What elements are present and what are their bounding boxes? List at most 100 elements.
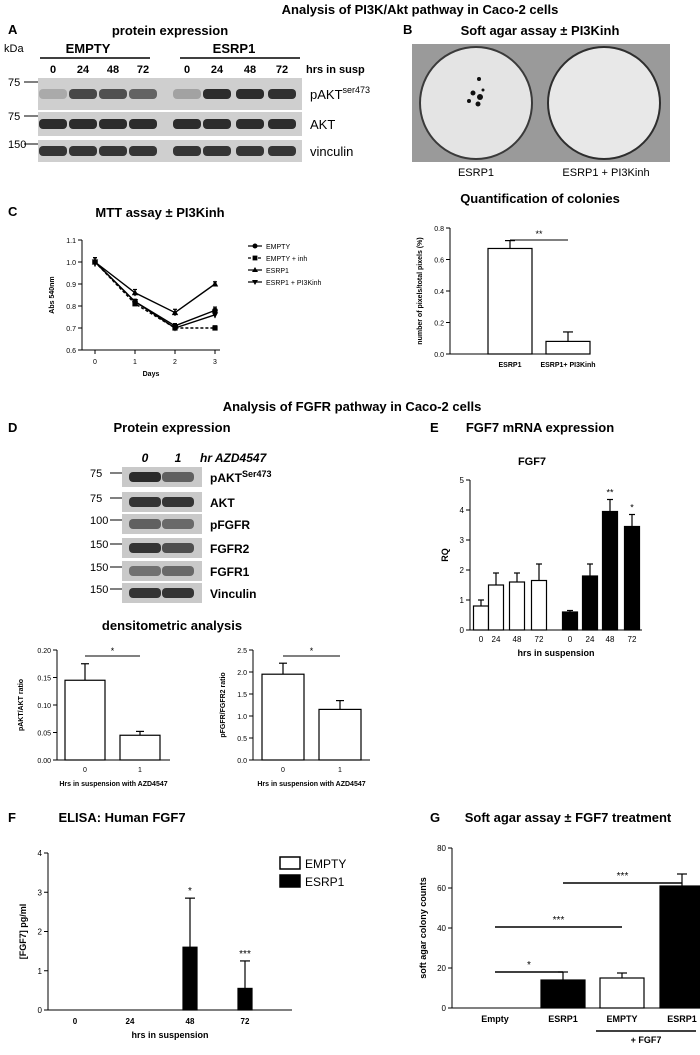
panel-b-letter: B: [403, 22, 412, 37]
x-tick-label: 0: [93, 359, 97, 366]
blot-row-label: Vinculin: [210, 587, 256, 601]
western-blot-d: 75 pAKTSer473 75 AKT 100 pFGFR 150 FGFR2 150 FGFR…: [90, 467, 272, 603]
quant-title: Quantification of colonies: [460, 191, 620, 206]
x-tick-label: ESRP1: [499, 362, 522, 369]
figure-title-mid: Analysis of FGFR pathway in Caco-2 cells: [223, 399, 482, 414]
y-tick-label: 0.10: [37, 703, 51, 710]
densito-title: densitometric analysis: [102, 618, 242, 633]
x-tick-label: 0: [568, 635, 573, 644]
well-label-esrp1: ESRP1: [458, 167, 494, 179]
data-point: [171, 309, 179, 316]
panel-f-title: ELISA: Human FGF7: [58, 810, 185, 825]
x-tick-label: 1: [133, 359, 137, 366]
bar: [599, 977, 645, 1009]
bar: [64, 679, 106, 761]
mw-marker: 75: [8, 77, 20, 89]
x-axis-label: Hrs in suspension with AZD4547: [59, 781, 167, 788]
blot-band: [129, 566, 161, 576]
blot-band: [129, 472, 161, 482]
mw-marker: 150: [90, 562, 108, 574]
blot-band: [236, 146, 264, 156]
panel-d-lane-labels: 0 1 hr AZD4547: [142, 451, 268, 465]
y-tick-label: 0.0: [237, 758, 247, 765]
mw-marker: 150: [90, 539, 108, 551]
x-tick-label: 0: [479, 635, 484, 644]
x-axis-label: hrs in suspension: [517, 648, 594, 658]
blot-row-label: AKT: [310, 117, 335, 132]
mtt-chart: 0.6 0.7 0.8 0.9 1.0 1.1 Abs 540nm Days 0 1 2 3 EMPTY…: [49, 238, 322, 378]
bar: [508, 581, 526, 631]
y-tick-label: 2.5: [237, 648, 247, 655]
series-line: [94, 261, 215, 329]
legend-marker: [252, 255, 258, 261]
lane-label: 1: [175, 451, 182, 465]
panel-a: A protein expression kDa EMPTY ESRP1 0 24…: [4, 22, 370, 162]
x-tick-label: 72: [535, 635, 544, 644]
panel-d-title: Protein expression: [113, 420, 230, 435]
x-tick-label: 72: [241, 1017, 250, 1026]
y-tick-label: 4: [460, 506, 465, 515]
group-esrp1-label: ESRP1: [213, 41, 256, 56]
lane-unit-label: hr AZD4547: [200, 451, 268, 465]
fgf7-mrna-chart: FGF7 0 1 2 3 4 5 RQ hrs in suspension 0 24 48 72 0 24 4…: [440, 456, 642, 658]
timepoint-label: 48: [244, 64, 256, 76]
y-tick-label: 0.2: [434, 321, 444, 328]
significance-marker: ***: [617, 871, 629, 882]
blot-band: [162, 588, 194, 598]
x-tick-label: 24: [492, 635, 501, 644]
y-tick-label: 3: [38, 888, 43, 897]
legend-label: ESRP1: [305, 875, 345, 889]
timepoint-labels: 0 24 48 72 0 24 48 72: [50, 64, 288, 76]
blot-band: [162, 472, 194, 482]
y-axis-label: pFGFR/FGFR2 ratio: [220, 672, 227, 737]
x-tick-label: ESRP1+ PI3Kinh: [540, 362, 595, 369]
y-axis-label: Abs 540nm: [49, 276, 56, 313]
blot-row-label: pAKTser473: [310, 85, 370, 102]
series-line: [94, 261, 216, 329]
pakt-ratio-chart: 0.00 0.05 0.10 0.15 0.20 pAKT/AKT ratio Hrs in…: [18, 646, 170, 788]
bar: [561, 611, 579, 631]
blot-row-label: pFGFR: [210, 518, 250, 532]
blot-band: [69, 146, 97, 156]
y-tick-label: 4: [38, 849, 43, 858]
y-tick-label: 0: [460, 626, 465, 635]
bar: [623, 525, 641, 631]
blot-band: [268, 119, 296, 129]
blot-band: [162, 519, 194, 529]
data-point: [91, 259, 99, 266]
y-tick-label: 0.00: [37, 758, 51, 765]
data-point: [131, 289, 139, 296]
elisa-chart: 0 1 2 3 4 [FGF7] pg/ml hrs in suspension 0 24 48 7…: [18, 849, 346, 1040]
bar: [182, 946, 198, 1011]
x-tick-label: 48: [606, 635, 615, 644]
blot-band: [129, 89, 157, 99]
y-tick-label: 0.15: [37, 676, 51, 683]
blot-band: [268, 146, 296, 156]
panel-b: B Soft agar assay ± PI3Kinh ESRP1 ESRP1 …: [403, 22, 670, 179]
group-empty-label: EMPTY: [66, 41, 111, 56]
significance-marker: *: [630, 503, 634, 513]
panel-g-letter: G: [430, 810, 440, 825]
blot-band: [69, 119, 97, 129]
panel-c: C MTT assay ± PI3Kinh 0.6 0.7 0.8 0.9 1.0 1.1…: [8, 204, 322, 378]
blot-band: [129, 519, 161, 529]
blot-row-label: pAKTSer473: [210, 469, 272, 485]
western-blot-a: 75 pAKTser473 75 AKT 150 vinculin: [8, 77, 370, 162]
blot-band: [129, 146, 157, 156]
y-tick-label: 2: [38, 928, 43, 937]
blot-band: [129, 497, 161, 507]
x-tick-label: 72: [628, 635, 637, 644]
x-tick-label: 1: [338, 767, 342, 774]
y-tick-label: 0.7: [66, 326, 76, 333]
timepoint-label: 24: [77, 64, 90, 76]
x-tick-label: 24: [126, 1017, 135, 1026]
bar: [237, 987, 253, 1011]
panel-a-letter: A: [8, 22, 18, 37]
legend-label: ESRP1: [266, 268, 289, 275]
blot-band: [39, 89, 67, 99]
time-unit-label: hrs in susp: [306, 64, 365, 76]
mw-marker: 100: [90, 515, 108, 527]
blot-band: [236, 119, 264, 129]
data-point: [212, 325, 218, 331]
